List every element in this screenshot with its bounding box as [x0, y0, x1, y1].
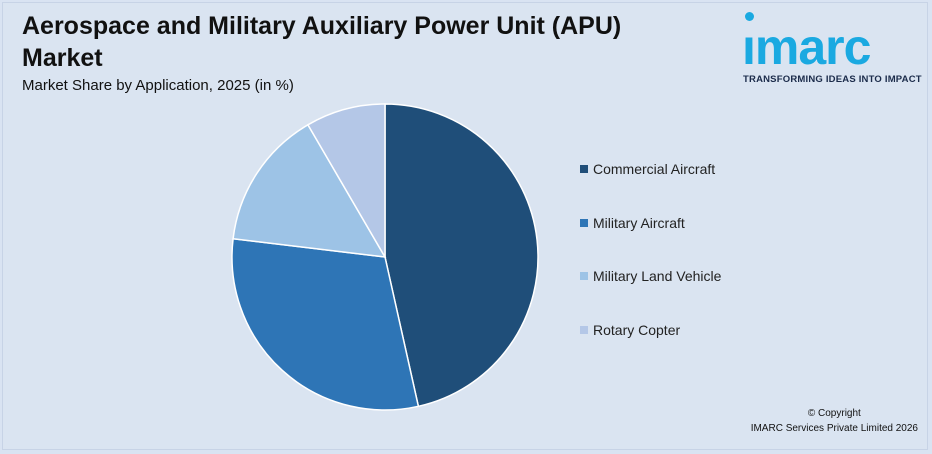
copyright-company: IMARC Services Private Limited 2026 [750, 423, 918, 434]
legend-item-commercial-aircraft: Commercial Aircraft [580, 160, 721, 214]
legend-label: Commercial Aircraft [593, 161, 716, 177]
copyright-notice: © Copyright IMARC Services Private Limit… [751, 406, 918, 436]
pie-slice-military-land-vehicle [232, 123, 387, 258]
legend-swatch [580, 325, 588, 334]
legend-item-military-aircraft: Military Aircraft [580, 214, 721, 268]
copyright-line: © Copyright [807, 408, 861, 419]
legend-swatch [580, 272, 588, 281]
imarc-logo: ımarc TRANSFORMING IDEAS INTO IMPACT [742, 8, 924, 88]
logo-wordmark: ımarc [742, 19, 871, 75]
pie-slice-military-aircraft [231, 237, 420, 411]
legend-item-rotary-copter: Rotary Copter [580, 321, 721, 375]
legend-swatch [580, 165, 588, 173]
pie-slice-commercial-aircraft [384, 103, 539, 408]
chart-subtitle: Market Share by Application, 2025 (in %) [22, 77, 294, 94]
legend-label: Military Land Vehicle [593, 268, 722, 285]
pie-chart [231, 103, 539, 411]
pie-slices [231, 103, 539, 411]
legend-swatch [580, 218, 588, 227]
legend-item-military-land-vehicle: Military Land Vehicle [580, 267, 721, 321]
legend-label: Rotary Copter [593, 321, 681, 338]
chart-title: Aerospace and Military Auxiliary Power U… [22, 12, 622, 72]
legend-label: Military Aircraft [593, 214, 685, 231]
pie-slice-rotary-copter [306, 103, 386, 260]
logo-tagline: TRANSFORMING IDEAS INTO IMPACT [743, 74, 922, 85]
logo-dot-icon [745, 12, 754, 21]
chart-legend: Commercial Aircraft Military Aircraft Mili… [580, 160, 721, 374]
